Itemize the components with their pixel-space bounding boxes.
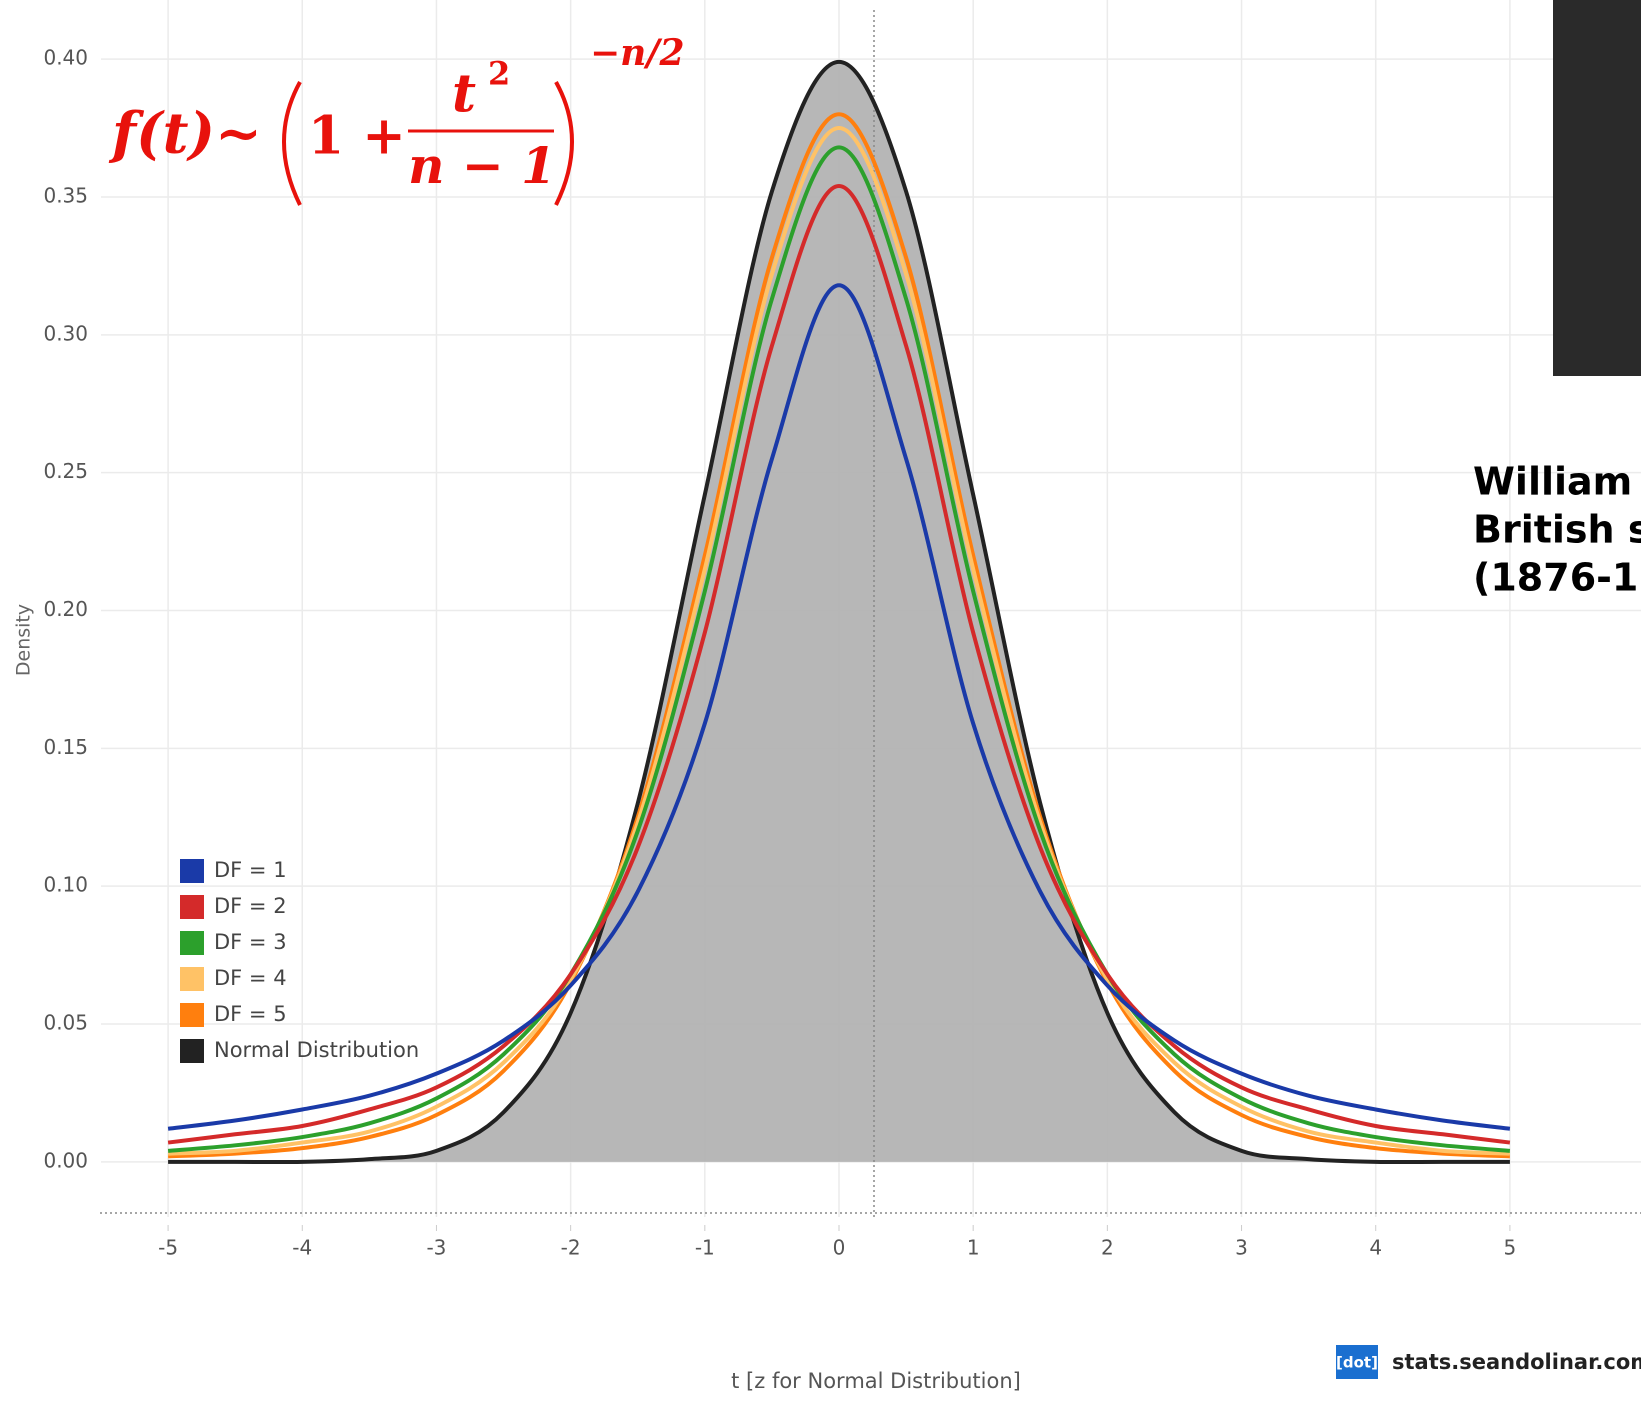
legend-swatch bbox=[180, 967, 204, 991]
y-tick-label: 0.10 bbox=[43, 873, 88, 897]
line bbox=[168, 59, 1510, 1165]
watermark-logo: [dot] bbox=[1336, 1354, 1378, 1372]
caption-line: William bbox=[1473, 460, 1632, 504]
legend: DF = 1 DF = 2 DF = 3 DF = 4 DF = 5 Normal Dis… bbox=[180, 858, 419, 1063]
formula-denominator: n − 1 bbox=[408, 136, 556, 195]
formula: f(t)~ 1 + t 2 n − 1 −n/2 bbox=[108, 32, 685, 206]
x-tick-label: 2 bbox=[1101, 1236, 1114, 1260]
legend-label: DF = 2 bbox=[214, 894, 287, 918]
line bbox=[168, 126, 1510, 1156]
line bbox=[168, 112, 1510, 1159]
y-tick-label: 0.30 bbox=[43, 321, 88, 345]
legend-label: DF = 1 bbox=[214, 858, 287, 882]
x-tick-label: 1 bbox=[967, 1236, 980, 1260]
formula-lhs: f(t)~ bbox=[108, 101, 262, 167]
caption-line: British s bbox=[1473, 508, 1641, 552]
formula-one-plus: 1 + bbox=[308, 106, 406, 167]
x-tick-label: 0 bbox=[833, 1236, 846, 1260]
watermark-site: stats.seandolinar.com bbox=[1392, 1350, 1641, 1374]
legend-swatch bbox=[180, 931, 204, 955]
y-tick-label: 0.40 bbox=[43, 46, 88, 70]
y-tick-label: 0.05 bbox=[43, 1011, 88, 1035]
legend-label: DF = 4 bbox=[214, 966, 287, 990]
x-tick-label: 5 bbox=[1504, 1236, 1517, 1260]
formula-numerator-power: 2 bbox=[488, 55, 510, 93]
legend-swatch bbox=[180, 859, 204, 883]
formula-numerator: t bbox=[452, 64, 476, 125]
legend-swatch bbox=[180, 895, 204, 919]
line bbox=[167, 283, 1511, 1131]
legend-label: DF = 5 bbox=[214, 1002, 287, 1026]
x-axis-title: t [z for Normal Distribution] bbox=[731, 1369, 1021, 1393]
area bbox=[168, 61, 1510, 1163]
legend-label: Normal Distribution bbox=[214, 1038, 419, 1062]
lines-layer bbox=[167, 59, 1511, 1165]
y-axis-title: Density bbox=[13, 604, 35, 676]
caption-line: (1876-1 bbox=[1473, 556, 1638, 600]
y-tick-label: 0.15 bbox=[43, 735, 88, 759]
x-tick-label: 3 bbox=[1235, 1236, 1248, 1260]
y-tick-label: 0.00 bbox=[43, 1148, 88, 1172]
x-tick-label: -3 bbox=[426, 1236, 446, 1260]
paren-right bbox=[554, 81, 574, 206]
labels-layer: 0.00 0.05 0.10 0.15 0.20 0.25 0.30 0.35 0.40 -5 -4… bbox=[43, 46, 1516, 1260]
legend-swatch bbox=[180, 1039, 204, 1063]
x-tick-label: 4 bbox=[1369, 1236, 1382, 1260]
area-layer bbox=[168, 61, 1510, 1163]
line bbox=[167, 183, 1511, 1145]
legend-swatch bbox=[180, 1003, 204, 1027]
watermark-logo-box bbox=[1336, 1345, 1378, 1379]
legend-label: DF = 3 bbox=[214, 930, 287, 954]
paren-left bbox=[282, 81, 302, 206]
portrait-photo bbox=[1553, 0, 1641, 376]
x-tick-label: -5 bbox=[158, 1236, 178, 1260]
y-tick-label: 0.35 bbox=[43, 183, 88, 207]
line bbox=[167, 145, 1511, 1153]
x-tick-label: -1 bbox=[695, 1236, 715, 1260]
y-tick-label: 0.25 bbox=[43, 459, 88, 483]
y-tick-label: 0.20 bbox=[43, 597, 88, 621]
x-tick-label: -4 bbox=[292, 1236, 312, 1260]
x-tick-label: -2 bbox=[561, 1236, 581, 1260]
formula-power: −n/2 bbox=[590, 32, 685, 74]
